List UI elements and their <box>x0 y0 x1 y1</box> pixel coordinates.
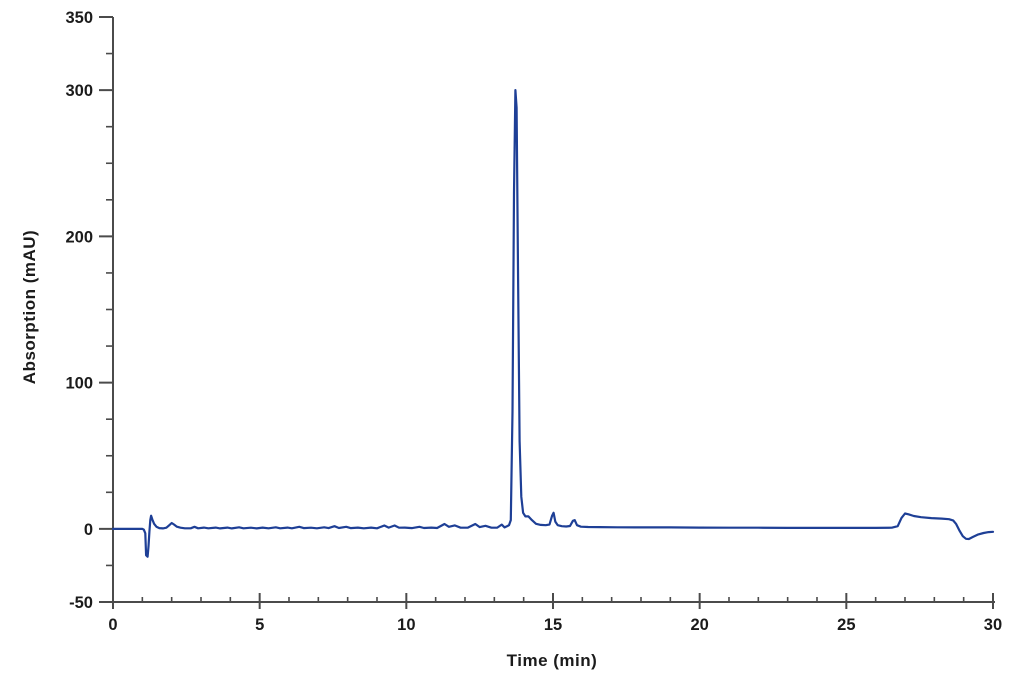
y-tick-label: -50 <box>69 594 93 612</box>
y-tick-label: 100 <box>65 375 93 393</box>
x-tick-label: 5 <box>255 616 264 634</box>
y-tick-label: 350 <box>65 9 93 27</box>
x-tick-label: 20 <box>690 616 708 634</box>
chromatogram-trace <box>111 88 995 558</box>
x-tick-label: 0 <box>108 616 117 634</box>
x-tick-label: 15 <box>544 616 562 634</box>
x-tick-label: 25 <box>837 616 855 634</box>
y-tick-label: 0 <box>84 521 93 539</box>
x-axis-title: Time (min) <box>506 651 598 670</box>
y-tick-label: 200 <box>65 228 93 246</box>
x-tick-label: 10 <box>397 616 415 634</box>
y-axis-title: Absorption (mAU) <box>20 229 39 385</box>
x-tick-label: 30 <box>984 616 1002 634</box>
y-tick-label: 300 <box>65 82 93 100</box>
